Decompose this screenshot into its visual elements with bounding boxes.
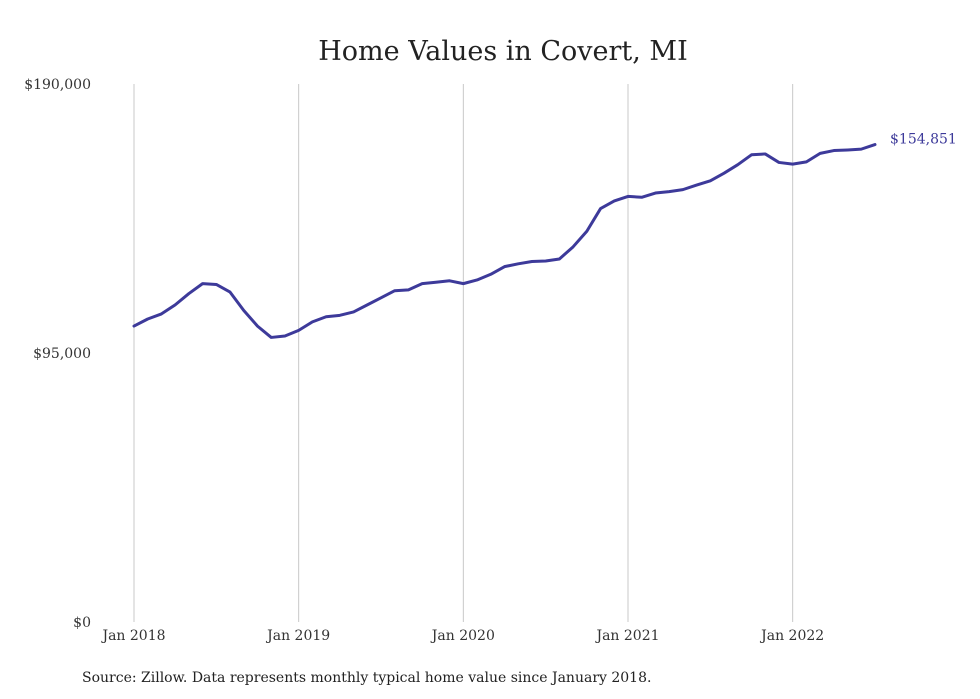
y-tick-label: $95,000 — [33, 346, 91, 362]
series-layer — [132, 143, 877, 339]
x-tick-label: Jan 2019 — [265, 628, 330, 644]
gridlines — [133, 84, 794, 622]
y-tick-label: $190,000 — [24, 77, 91, 93]
series-line-0 — [132, 143, 877, 339]
chart-title: Home Values in Covert, MI — [318, 36, 688, 67]
x-tick-label: Jan 2021 — [594, 628, 659, 644]
y-tick-label: $0 — [73, 615, 91, 631]
x-tick-label: Jan 2018 — [100, 628, 165, 644]
x-tick-label: Jan 2020 — [430, 628, 495, 644]
y-axis-ticks: $0 $95,000 $190,000 — [24, 77, 91, 631]
source-note: Source: Zillow. Data represents monthly … — [82, 670, 651, 686]
end-value-label: $154,851 — [890, 132, 957, 148]
x-tick-label: Jan 2022 — [759, 628, 824, 644]
x-axis-ticks: Jan 2018 Jan 2019 Jan 2020 Jan 2021 Jan 2022 — [100, 628, 824, 644]
